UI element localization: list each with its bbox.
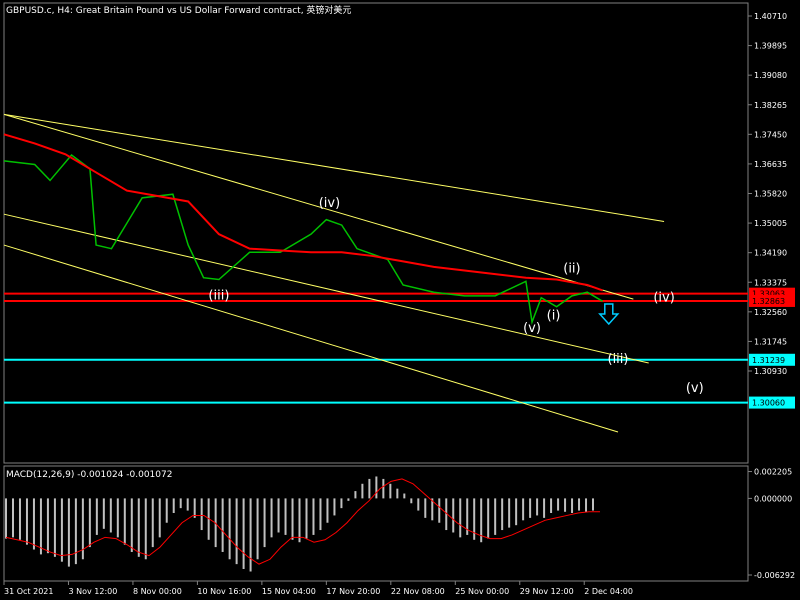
wave-label: (iii) xyxy=(208,288,229,303)
time-tick-label: 2 Dec 04:00 xyxy=(584,587,633,596)
level-price-box xyxy=(749,396,795,409)
level-price-label: 1.33063 xyxy=(752,290,785,299)
wave-label: (v) xyxy=(523,321,541,336)
macd-tick-label: 0.000000 xyxy=(754,494,792,503)
macd-tick-label: 0.002205 xyxy=(754,468,792,477)
level-price-box xyxy=(749,294,795,307)
time-tick-label: 8 Nov 00:00 xyxy=(133,587,182,596)
trend-line[interactable] xyxy=(3,113,634,300)
time-tick-label: 29 Nov 12:00 xyxy=(520,587,574,596)
time-tick-label: 31 Oct 2021 xyxy=(4,587,53,596)
price-tick-label: 1.36635 xyxy=(754,160,787,169)
wave-label: (iii) xyxy=(608,352,629,367)
wave-label: (iv) xyxy=(653,290,674,305)
level-price-label: 1.30060 xyxy=(752,399,785,408)
trend-line[interactable] xyxy=(3,113,665,222)
price-tick-label: 1.34190 xyxy=(754,249,787,258)
time-tick-label: 22 Nov 08:00 xyxy=(391,587,445,596)
main-pane-frame xyxy=(3,2,749,464)
symbol-header: GBPUSD.c, H4: Great Britain Pound vs US … xyxy=(6,6,352,16)
level-price-box xyxy=(749,353,795,366)
price-tick-label: 1.35005 xyxy=(754,219,787,228)
level-price-label: 1.31239 xyxy=(752,356,785,365)
wave-label: (v) xyxy=(686,381,704,396)
macd-signal-line xyxy=(5,478,600,565)
moving-average-line xyxy=(3,133,603,292)
wave-label: (iv) xyxy=(319,196,340,211)
trend-line[interactable] xyxy=(3,213,649,364)
macd-pane-frame xyxy=(3,465,749,582)
trend-line[interactable] xyxy=(3,244,619,433)
time-tick-label: 15 Nov 04:00 xyxy=(262,587,316,596)
level-price-label: 1.32863 xyxy=(752,297,785,306)
wave-label: (i) xyxy=(547,308,561,323)
price-tick-label: 1.39895 xyxy=(754,42,787,51)
price-tick-label: 1.39080 xyxy=(754,71,787,80)
time-tick-label: 3 Nov 12:00 xyxy=(68,587,117,596)
price-tick-label: 1.38265 xyxy=(754,101,787,110)
price-tick-label: 1.35820 xyxy=(754,190,787,199)
macd-header: MACD(12,26,9) -0.001024 -0.001072 xyxy=(6,470,173,480)
time-tick-label: 25 Nov 00:00 xyxy=(455,587,509,596)
price-tick-label: 1.32560 xyxy=(754,308,787,317)
price-tick-label: 1.30930 xyxy=(754,367,787,376)
price-tick-label: 1.37450 xyxy=(754,130,787,139)
price-tick-label: 1.31745 xyxy=(754,337,787,346)
price-line xyxy=(3,153,604,325)
down-arrow-icon xyxy=(598,303,620,326)
wave-label: (ii) xyxy=(563,261,580,276)
time-tick-label: 17 Nov 20:00 xyxy=(326,587,380,596)
time-tick-label: 10 Nov 16:00 xyxy=(197,587,251,596)
price-tick-label: 1.40710 xyxy=(754,12,787,21)
macd-tick-label: -0.006292 xyxy=(754,571,795,580)
price-tick-label: 1.33375 xyxy=(754,278,787,287)
